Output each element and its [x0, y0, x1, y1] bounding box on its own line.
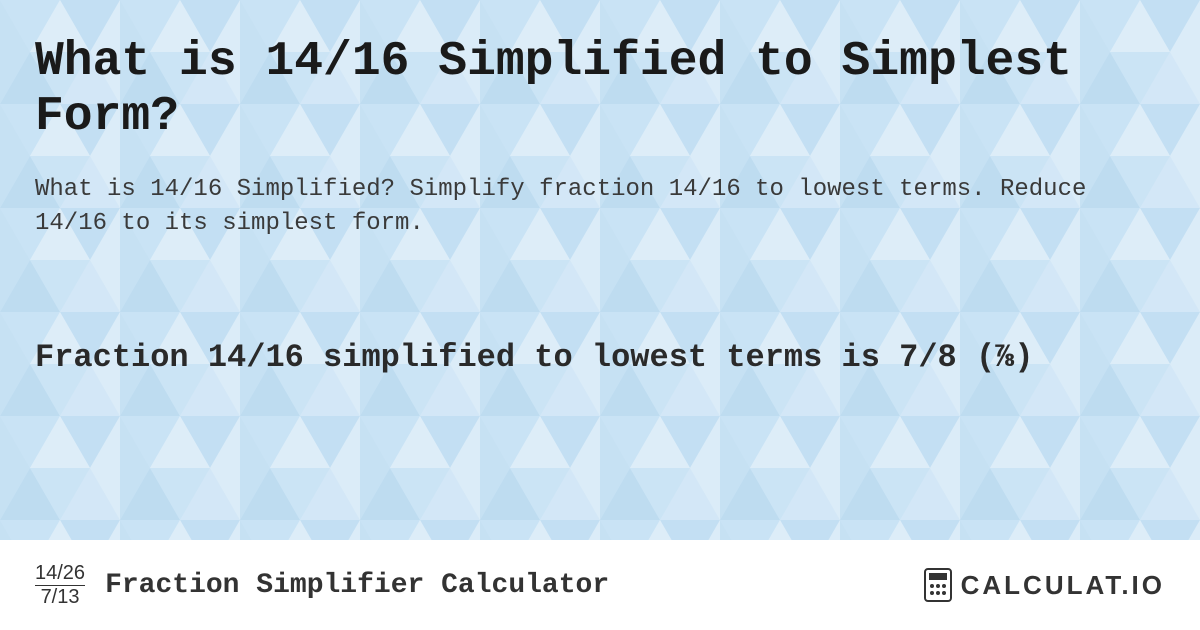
logo-fraction-denominator: 7/13: [35, 586, 85, 608]
footer-left: 14/26 7/13 Fraction Simplifier Calculato…: [35, 562, 609, 608]
page-description: What is 14/16 Simplified? Simplify fract…: [35, 173, 1165, 240]
logo-fraction-icon: 14/26 7/13: [35, 562, 85, 608]
brand: CALCULAT.IO: [923, 567, 1165, 603]
brand-text: CALCULAT.IO: [961, 570, 1165, 601]
calculator-icon: [923, 567, 953, 603]
result-text: Fraction 14/16 simplified to lowest term…: [35, 336, 1165, 379]
main-content: What is 14/16 Simplified to Simplest For…: [0, 0, 1200, 540]
footer: 14/26 7/13 Fraction Simplifier Calculato…: [0, 540, 1200, 630]
footer-title: Fraction Simplifier Calculator: [105, 570, 609, 601]
logo-fraction-numerator: 14/26: [35, 562, 85, 586]
page-title: What is 14/16 Simplified to Simplest For…: [35, 35, 1165, 145]
